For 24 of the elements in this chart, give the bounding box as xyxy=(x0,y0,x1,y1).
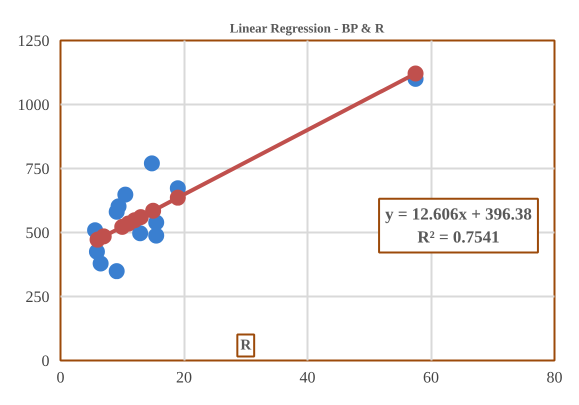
x-tick-label: 80 xyxy=(546,370,562,386)
y-tick-label: 500 xyxy=(26,225,50,242)
point xyxy=(145,202,162,219)
point xyxy=(148,228,164,244)
x-tick-label: 0 xyxy=(56,370,64,386)
y-tick-label: 250 xyxy=(26,289,50,306)
x-tick-label: 60 xyxy=(423,370,439,386)
point xyxy=(132,225,148,242)
x-tick-label: 40 xyxy=(300,370,316,386)
y-tick-label: 0 xyxy=(42,353,50,370)
point xyxy=(132,209,149,226)
y-tick-label: 1000 xyxy=(18,97,50,114)
point xyxy=(170,190,186,206)
x-tick-label: 20 xyxy=(176,370,192,386)
point xyxy=(408,66,424,82)
point xyxy=(117,186,134,203)
y-tick-label: 750 xyxy=(26,161,50,178)
point xyxy=(96,228,112,244)
y-tick-label: 1250 xyxy=(18,33,50,50)
chart-title: Linear Regression - BP & R xyxy=(230,20,385,36)
point xyxy=(144,155,160,172)
x-axis-title: R xyxy=(240,338,252,354)
point xyxy=(108,263,125,280)
annotation: y = 12.606x + 396.38 R² = 0.7541 xyxy=(385,204,532,246)
